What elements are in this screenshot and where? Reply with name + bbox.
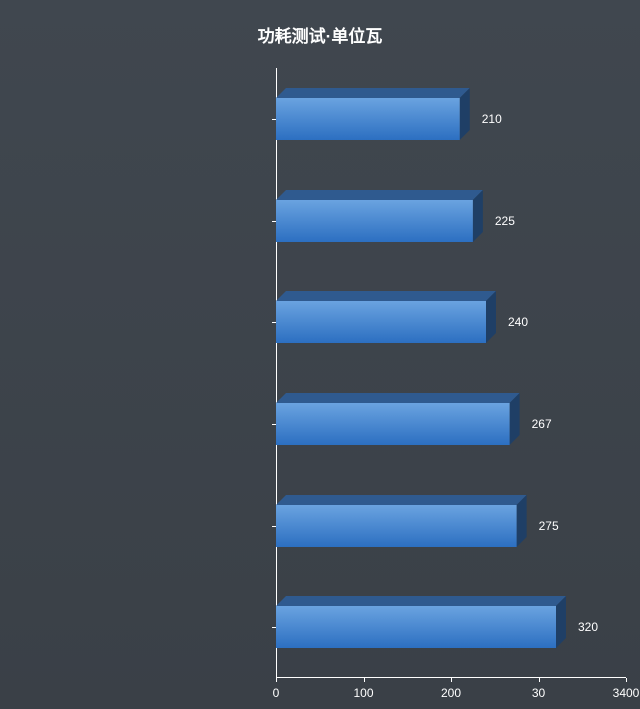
bar-value-label: 210: [482, 112, 502, 126]
bar: [276, 88, 472, 142]
chart-container: 功耗测试·单位瓦 0100200303400RTX2060210RTX2060 …: [0, 0, 640, 709]
bar: [276, 291, 498, 345]
x-tick: [626, 678, 627, 682]
x-tick-label: 3400: [613, 686, 640, 700]
bar-value-label: 240: [508, 315, 528, 329]
bar: [276, 596, 568, 650]
chart-plot-area: 0100200303400RTX2060210RTX2060 SUPER225R…: [276, 68, 626, 678]
y-axis: [276, 68, 277, 678]
bar: [276, 393, 522, 447]
bar: [276, 190, 485, 244]
x-tick: [451, 678, 452, 682]
x-tick-label: 100: [353, 686, 373, 700]
x-tick-label: 30: [532, 686, 545, 700]
x-tick: [276, 678, 277, 682]
x-tick-label: 0: [273, 686, 280, 700]
x-tick: [364, 678, 365, 682]
bar-value-label: 225: [495, 214, 515, 228]
chart-title: 功耗测试·单位瓦: [0, 22, 640, 47]
bar-value-label: 267: [532, 417, 552, 431]
bar-value-label: 275: [539, 519, 559, 533]
bar-value-label: 320: [578, 620, 598, 634]
x-tick-label: 200: [441, 686, 461, 700]
bar: [276, 495, 529, 549]
x-tick: [539, 678, 540, 682]
